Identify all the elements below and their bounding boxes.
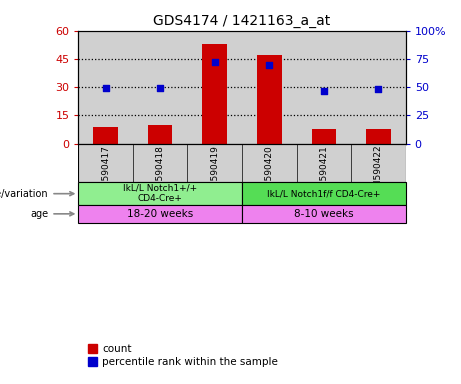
Point: [320, 88, 327, 94]
Text: GSM590422: GSM590422: [374, 145, 383, 199]
Text: GSM590417: GSM590417: [101, 145, 110, 200]
Bar: [148, 125, 172, 144]
Bar: [94, 127, 118, 144]
Text: IkL/L Notch1f/f CD4-Cre+: IkL/L Notch1f/f CD4-Cre+: [267, 189, 380, 198]
Point: [266, 61, 273, 68]
Bar: [78, 182, 242, 205]
Bar: [257, 55, 282, 144]
Point: [157, 85, 164, 91]
Text: GSM590420: GSM590420: [265, 145, 274, 200]
Point: [211, 59, 219, 65]
Bar: [242, 182, 406, 205]
Text: genotype/variation: genotype/variation: [0, 189, 74, 199]
Bar: [366, 129, 390, 144]
Bar: [312, 129, 336, 144]
Text: GSM590419: GSM590419: [210, 145, 219, 200]
Text: 18-20 weeks: 18-20 weeks: [127, 209, 193, 219]
Bar: [202, 44, 227, 144]
Text: GSM590418: GSM590418: [156, 145, 165, 200]
Text: age: age: [30, 209, 74, 219]
Text: IkL/L Notch1+/+
CD4-Cre+: IkL/L Notch1+/+ CD4-Cre+: [123, 184, 197, 204]
Title: GDS4174 / 1421163_a_at: GDS4174 / 1421163_a_at: [154, 14, 331, 28]
Text: 8-10 weeks: 8-10 weeks: [294, 209, 354, 219]
Bar: [78, 205, 242, 223]
Bar: [242, 205, 406, 223]
Point: [375, 86, 382, 93]
Point: [102, 85, 109, 91]
Legend: count, percentile rank within the sample: count, percentile rank within the sample: [83, 340, 283, 371]
Text: GSM590421: GSM590421: [319, 145, 328, 200]
